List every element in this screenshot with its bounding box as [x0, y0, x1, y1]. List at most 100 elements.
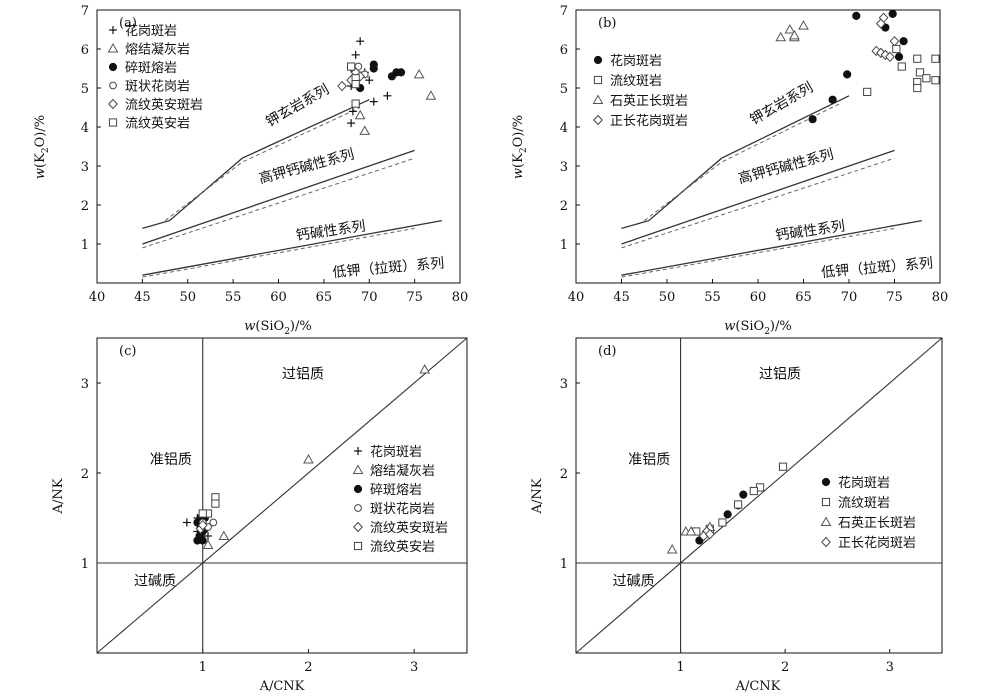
data-point: [892, 44, 901, 54]
y-tick-label: 5: [560, 82, 568, 97]
x-tick-label: 80: [452, 290, 469, 305]
data-point: [359, 125, 371, 135]
x-tick-label: 60: [750, 290, 767, 305]
legend-marker: [820, 516, 832, 526]
legend-marker: [821, 477, 831, 487]
data-point: [356, 37, 365, 46]
x-tick-label: 75: [886, 290, 903, 305]
x-tick-label: 70: [361, 290, 378, 305]
data-point: [922, 74, 931, 83]
x-tick-label: 45: [134, 290, 151, 305]
region-label: 过碱质: [613, 574, 655, 590]
data-point: [383, 91, 392, 100]
series-boundary-dashed: [621, 157, 895, 249]
data-point: [875, 18, 886, 29]
legend-entry: 熔结凝灰岩: [370, 463, 435, 479]
x-tick-label: 50: [179, 290, 196, 305]
y-tick-label: 3: [81, 160, 89, 175]
legend-marker: [352, 464, 364, 474]
legend-marker: [354, 447, 362, 455]
data-point: [182, 518, 191, 527]
legend-marker: [593, 114, 603, 126]
y-tick-label: 2: [560, 467, 568, 482]
panel-label: (c): [119, 344, 136, 359]
region-label: 高钾钙碱性系列: [257, 146, 356, 188]
x-tick-label: 45: [613, 290, 630, 305]
data-point: [775, 31, 787, 42]
data-point: [425, 90, 437, 100]
x-tick-label: 55: [225, 290, 242, 305]
region-label: 过铝质: [282, 367, 324, 383]
data-point: [733, 500, 743, 509]
region-label: 过铝质: [759, 367, 801, 383]
legend-entry: 花岗斑岩: [610, 53, 662, 69]
y-tick-label: 7: [560, 4, 568, 19]
y-tick-label: 3: [560, 377, 568, 392]
x-tick-label: 80: [932, 290, 949, 305]
legend-marker: [593, 55, 603, 65]
data-point: [913, 83, 922, 93]
x-axis-label: A/CNK: [735, 679, 781, 694]
series-boundary-solid: [621, 149, 895, 245]
data-point: [784, 23, 796, 34]
data-point: [413, 68, 425, 79]
data-point: [685, 525, 697, 536]
data-point: [348, 107, 357, 116]
panel-b: 40 45 50 55 60 65 70 75 801234567w(SiO2)/%w(K2O)…: [511, 4, 948, 337]
panel-label: (a): [119, 16, 137, 31]
legend-marker: [108, 98, 118, 110]
plot-frame: [575, 337, 943, 654]
legend-marker: [353, 484, 363, 494]
data-point: [931, 54, 940, 63]
data-point: [852, 11, 861, 20]
data-point: [718, 518, 727, 527]
data-point: [808, 115, 817, 124]
data-point: [365, 76, 374, 85]
legend-marker: [108, 118, 118, 127]
y-axis-label: w(K2O)/%: [33, 115, 51, 179]
data-point: [351, 80, 360, 89]
x-tick-label: 75: [406, 290, 423, 305]
y-tick-label: 3: [560, 160, 568, 175]
reference-line-diagonal: [96, 337, 468, 654]
x-tick-label: 2: [781, 660, 789, 675]
legend-entry: 熔结凝灰岩: [125, 42, 190, 58]
x-tick-label: 70: [841, 290, 858, 305]
data-point: [704, 528, 715, 540]
data-point: [209, 518, 218, 527]
data-point: [369, 97, 378, 106]
data-point: [871, 45, 882, 57]
data-point: [798, 20, 809, 30]
legend-entry: 石英正长斑岩: [610, 94, 688, 109]
data-point: [337, 80, 347, 92]
y-axis-label: A/NK: [51, 478, 66, 514]
panel-a: 40 45 50 55 60 65 70 75 801234567w(SiO2)/%w(K2O)…: [33, 4, 468, 337]
data-point: [396, 68, 406, 77]
data-point: [303, 453, 314, 464]
data-point: [843, 70, 852, 79]
region-label: 低钾（拉斑）系列: [332, 255, 445, 281]
y-tick-label: 4: [81, 121, 89, 136]
legend-entry: 花岗斑岩: [370, 444, 422, 460]
y-tick-label: 1: [81, 557, 89, 572]
region-label: 准铝质: [150, 452, 192, 468]
series-boundary-dashed: [643, 103, 841, 221]
data-point: [931, 76, 940, 85]
y-tick-label: 1: [560, 557, 568, 572]
legend-marker: [821, 497, 831, 507]
x-tick-label: 50: [659, 290, 676, 305]
y-tick-label: 2: [81, 467, 89, 482]
legend-marker: [593, 75, 603, 85]
x-tick-label: 40: [89, 290, 106, 305]
data-point: [198, 536, 207, 545]
y-tick-label: 2: [81, 199, 89, 214]
region-label: 低钾（拉斑）系列: [821, 255, 934, 281]
data-point: [666, 543, 678, 554]
legend-entry: 碎斑熔岩: [370, 483, 422, 498]
x-axis-label: A/CNK: [259, 679, 305, 694]
region-label: 高钾钙碱性系列: [736, 146, 835, 188]
